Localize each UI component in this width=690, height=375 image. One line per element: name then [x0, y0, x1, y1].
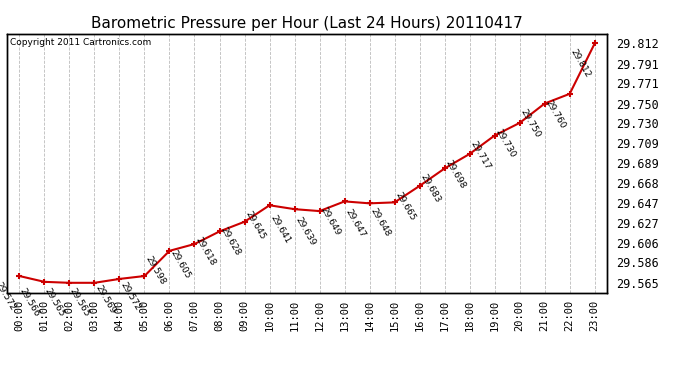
- Text: Copyright 2011 Cartronics.com: Copyright 2011 Cartronics.com: [10, 38, 151, 46]
- Text: 29.750: 29.750: [518, 108, 542, 140]
- Text: 29.605: 29.605: [168, 248, 192, 280]
- Text: 29.760: 29.760: [543, 98, 567, 130]
- Text: 29.641: 29.641: [268, 213, 292, 245]
- Title: Barometric Pressure per Hour (Last 24 Hours) 20110417: Barometric Pressure per Hour (Last 24 Ho…: [91, 16, 523, 31]
- Text: 29.618: 29.618: [193, 236, 217, 267]
- Text: 29.566: 29.566: [18, 286, 41, 318]
- Text: 29.572: 29.572: [0, 280, 17, 312]
- Text: 29.649: 29.649: [318, 206, 342, 237]
- Text: 29.628: 29.628: [218, 226, 241, 258]
- Text: 29.565: 29.565: [43, 287, 67, 319]
- Text: 29.683: 29.683: [418, 172, 442, 204]
- Text: 29.639: 29.639: [293, 215, 317, 247]
- Text: 29.717: 29.717: [469, 140, 492, 171]
- Text: 29.647: 29.647: [344, 207, 367, 239]
- Text: 29.565: 29.565: [68, 287, 92, 319]
- Text: 29.572: 29.572: [118, 280, 141, 312]
- Text: 29.698: 29.698: [443, 158, 467, 190]
- Text: 29.569: 29.569: [93, 283, 117, 315]
- Text: 29.665: 29.665: [393, 190, 417, 222]
- Text: 29.645: 29.645: [244, 210, 267, 241]
- Text: 29.812: 29.812: [569, 48, 592, 79]
- Text: 29.598: 29.598: [143, 255, 167, 287]
- Text: 29.730: 29.730: [493, 127, 517, 159]
- Text: 29.648: 29.648: [368, 207, 392, 238]
